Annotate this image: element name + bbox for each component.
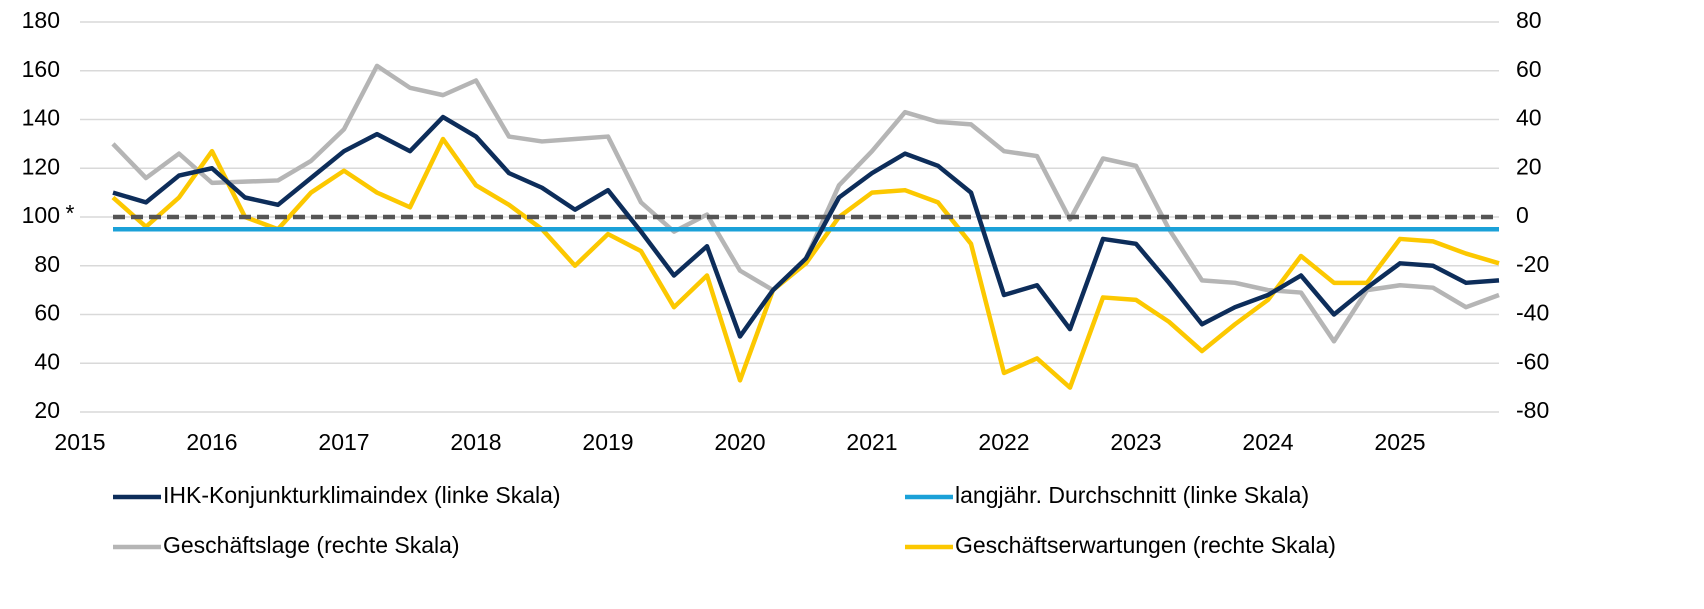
- y-tick-label: 40: [34, 348, 60, 374]
- series-line: [112, 114, 1500, 339]
- x-tick-label: 2024: [1242, 429, 1293, 455]
- x-tick-label: 2020: [714, 429, 765, 455]
- y-tick-label: 180: [22, 7, 60, 33]
- x-tick-label: 2022: [978, 429, 1029, 455]
- y2-tick-label: -60: [1516, 348, 1549, 374]
- y-tick-label: 120: [22, 153, 60, 179]
- reference-label: *: [66, 200, 75, 226]
- y-tick-label: 100: [22, 202, 60, 228]
- y2-tick-label: 20: [1516, 153, 1542, 179]
- y-tick-label: 60: [34, 300, 60, 326]
- y2-tick-label: 80: [1516, 7, 1542, 33]
- y2-tick-label: 60: [1516, 56, 1542, 82]
- x-tick-label: 2015: [54, 429, 105, 455]
- x-tick-label: 2019: [582, 429, 633, 455]
- y2-tick-label: -40: [1516, 300, 1549, 326]
- legend-label: Geschäftserwartungen (rechte Skala): [955, 532, 1336, 558]
- legend-label: Geschäftslage (rechte Skala): [163, 532, 460, 558]
- y-tick-label: 160: [22, 56, 60, 82]
- y2-tick-label: 0: [1516, 202, 1529, 228]
- y-tick-label: 140: [22, 105, 60, 131]
- x-tick-label: 2017: [318, 429, 369, 455]
- x-tick-label: 2023: [1110, 429, 1161, 455]
- legend-label: IHK-Konjunkturklimaindex (linke Skala): [163, 482, 561, 508]
- x-tick-label: 2018: [450, 429, 501, 455]
- legend-label: langjähr. Durchschnitt (linke Skala): [955, 482, 1309, 508]
- y2-tick-label: -20: [1516, 251, 1549, 277]
- y-tick-label: 20: [34, 397, 60, 423]
- x-tick-label: 2021: [846, 429, 897, 455]
- y-tick-label: 80: [34, 251, 60, 277]
- x-tick-label: 2016: [186, 429, 237, 455]
- series-line: [111, 63, 1500, 344]
- x-tick-label: 2025: [1374, 429, 1425, 455]
- y2-tick-label: 40: [1516, 105, 1542, 131]
- y2-tick-label: -80: [1516, 397, 1549, 423]
- series-line: [111, 136, 1500, 390]
